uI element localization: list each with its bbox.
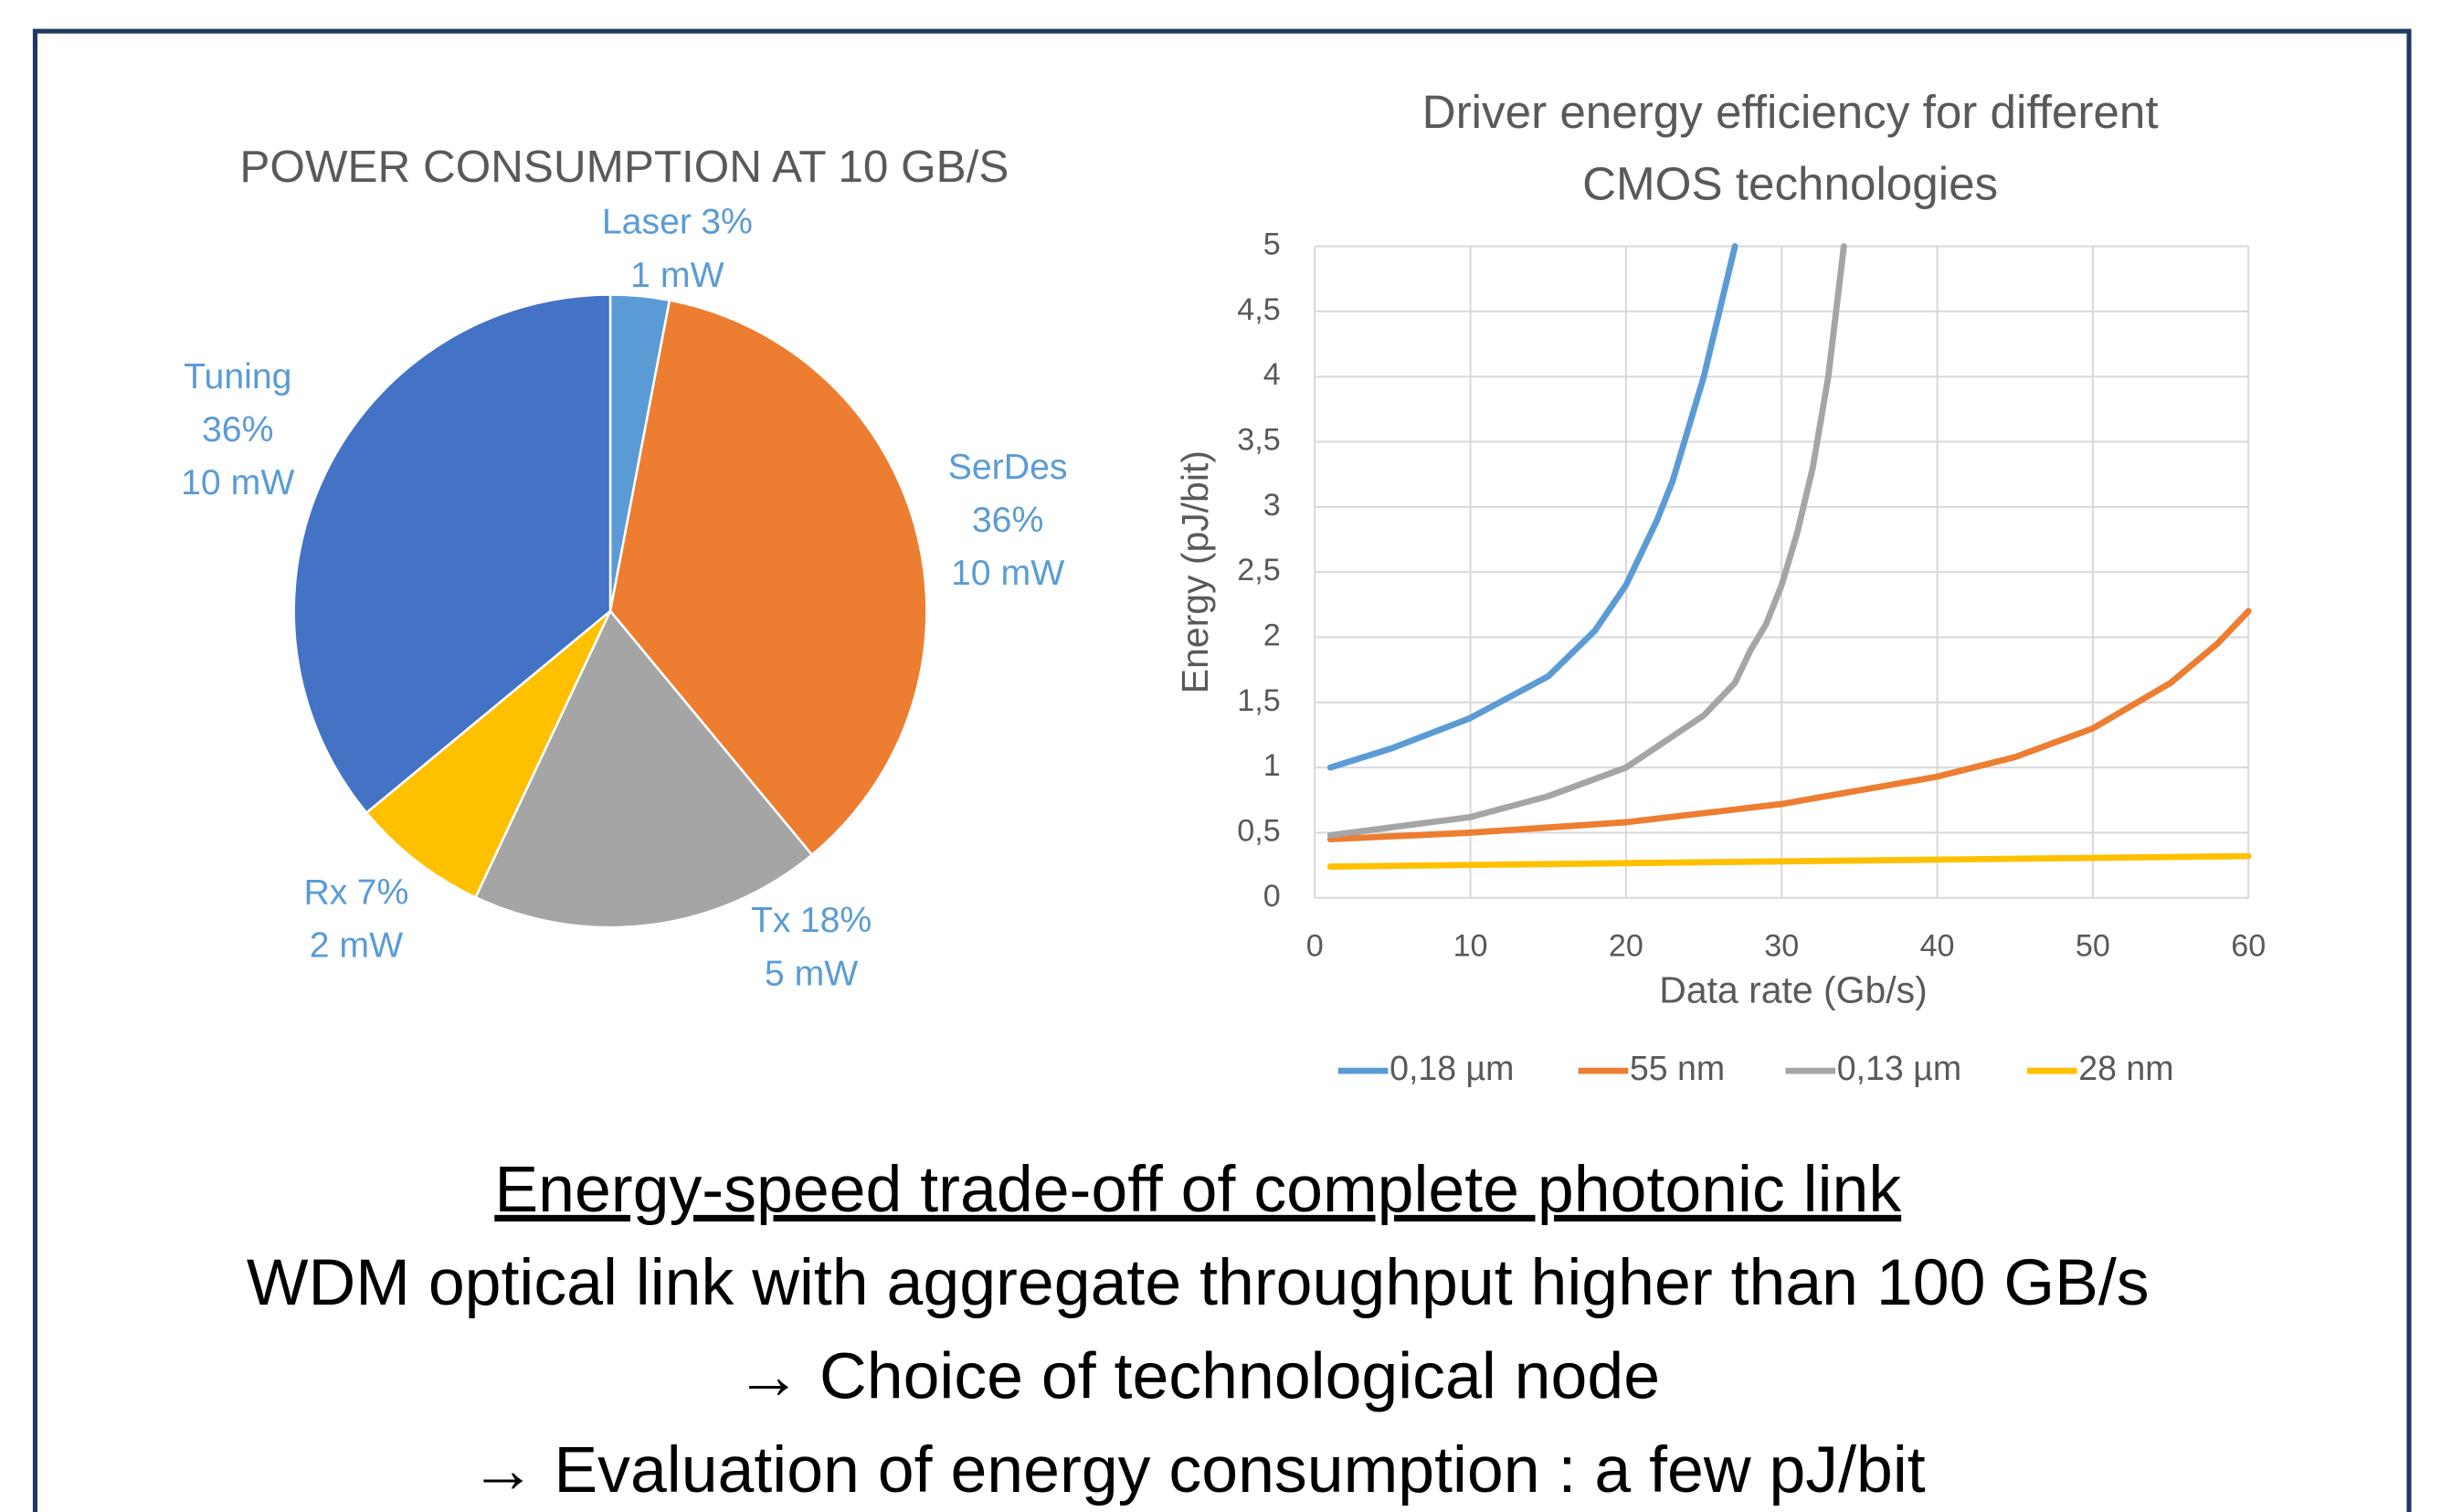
- y-axis-label: Energy (pJ/bit): [1174, 450, 1216, 693]
- legend-label: 0,13 µm: [1837, 1049, 1961, 1087]
- legend-label: 0,18 µm: [1390, 1049, 1514, 1087]
- slice-value: 3%: [701, 202, 753, 242]
- series-line: [1326, 608, 2252, 842]
- y-tick-label: 0: [1263, 879, 1281, 914]
- pie-slice: [608, 299, 928, 857]
- series-line: [1326, 852, 2252, 870]
- caption-line: WDM optical link with aggregate throughp…: [247, 1246, 2150, 1319]
- x-tick-label: 60: [2231, 928, 2266, 963]
- x-tick-label: 30: [1764, 928, 1799, 963]
- x-tick-label: 10: [1453, 928, 1488, 963]
- y-tick-label: 2: [1263, 619, 1281, 653]
- pie-slice: [365, 609, 612, 899]
- caption-line: → Choice of technological node: [735, 1340, 1660, 1413]
- line-title: CMOS technologies: [1582, 157, 1998, 209]
- pie-slice: [292, 293, 612, 815]
- slice-name: Tx: [751, 900, 791, 940]
- y-tick-label: 0,5: [1237, 813, 1280, 848]
- line-title: Driver energy efficiency for different: [1422, 86, 2159, 138]
- legend-label: 28 nm: [2078, 1049, 2173, 1087]
- slice-value: 36%: [972, 500, 1044, 540]
- x-tick-label: 20: [1609, 928, 1643, 963]
- x-tick-label: 40: [1920, 928, 1955, 963]
- y-tick-label: 3: [1263, 488, 1281, 523]
- legend-label: 55 nm: [1630, 1049, 1725, 1087]
- slice-power: 5 mW: [765, 953, 858, 993]
- slice-label: Tuning: [184, 356, 292, 397]
- y-tick-label: 1: [1263, 748, 1281, 783]
- slice-label: Laser 3%: [602, 202, 753, 242]
- slice-power: 10 mW: [951, 553, 1064, 593]
- slice-power: 10 mW: [181, 462, 294, 502]
- x-axis-label: Data rate (Gb/s): [1659, 969, 1927, 1011]
- slice-value: 18%: [800, 900, 872, 940]
- series-line: [1326, 243, 1738, 771]
- y-tick-label: 2,5: [1237, 553, 1280, 587]
- slice-name: Rx: [303, 872, 347, 913]
- slice-label: SerDes: [948, 447, 1068, 487]
- y-tick-label: 4,5: [1237, 292, 1280, 327]
- slice-label: Rx 7%: [303, 872, 408, 913]
- slice-power: 2 mW: [310, 925, 403, 966]
- y-tick-label: 1,5: [1237, 683, 1280, 718]
- slice-power: 1 mW: [630, 255, 724, 295]
- series-line: [1326, 243, 1847, 839]
- pie-title: POWER CONSUMPTION AT 10 GB/S: [239, 142, 1009, 192]
- y-tick-label: 4: [1263, 357, 1281, 392]
- y-tick-label: 5: [1263, 227, 1281, 262]
- slice-label: Tx 18%: [751, 900, 872, 940]
- caption-line: → Evaluation of energy consumption : a f…: [470, 1433, 1926, 1507]
- x-tick-label: 50: [2076, 928, 2110, 963]
- x-tick-label: 0: [1306, 928, 1324, 963]
- pie-slice: [473, 608, 814, 929]
- slice-name: Laser: [602, 202, 692, 242]
- y-tick-label: 3,5: [1237, 423, 1280, 458]
- caption-heading: Energy-speed trade-off of complete photo…: [494, 1153, 1901, 1226]
- slice-value: 36%: [202, 409, 274, 449]
- slice-value: 7%: [357, 872, 409, 913]
